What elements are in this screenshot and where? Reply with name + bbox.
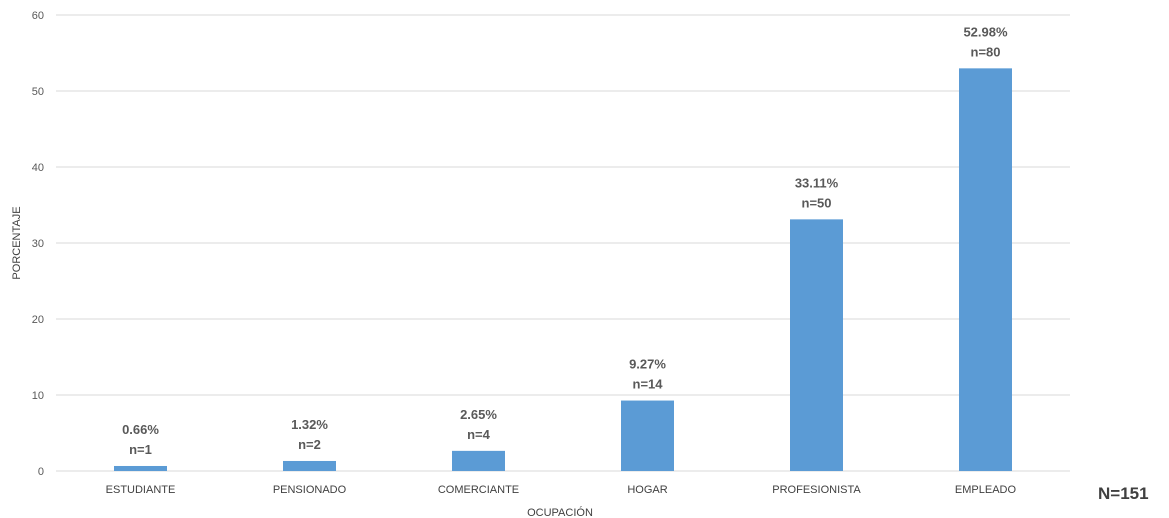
bar [283,460,336,471]
bar [114,465,167,471]
data-label-count: n=14 [633,377,664,392]
gridlines [56,14,1070,472]
x-axis-categories: ESTUDIANTE PENSIONADO COMERCIANTE HOGAR PROF… [106,484,1017,496]
y-tick-label: 30 [32,238,44,250]
bar [790,219,843,471]
data-label-count: n=2 [298,437,321,452]
y-tick-label: 60 [32,10,44,22]
data-label-count: n=50 [802,195,832,210]
y-axis-title: PORCENTAJE [11,206,23,279]
bar [959,68,1012,472]
y-tick-label: 0 [38,466,44,478]
data-label-percent: 52.98% [963,24,1008,39]
x-axis-title: OCUPACIÓN [527,506,593,518]
y-axis-ticks: 0 10 20 30 40 50 60 [32,10,44,478]
data-label-count: n=1 [129,442,152,457]
x-tick-label: COMERCIANTE [438,484,519,496]
x-tick-label: ESTUDIANTE [106,484,176,496]
x-tick-label: PENSIONADO [273,484,347,496]
bar [452,450,505,471]
x-tick-label: EMPLEADO [955,484,1017,496]
y-tick-label: 50 [32,86,44,98]
bars [114,68,1012,472]
data-label-percent: 33.11% [795,175,839,190]
data-label-percent: 0.66% [122,422,159,437]
total-count-label: N=151 [1098,484,1149,503]
x-tick-label: PROFESIONISTA [772,484,861,496]
data-label-percent: 2.65% [460,407,497,422]
data-label-percent: 9.27% [629,357,666,372]
y-tick-label: 20 [32,314,44,326]
bar [621,400,674,471]
data-label-percent: 1.32% [291,417,328,432]
y-tick-label: 10 [32,390,44,402]
x-tick-label: HOGAR [627,484,667,496]
data-label-count: n=80 [971,44,1001,59]
y-tick-label: 40 [32,162,44,174]
data-label-count: n=4 [467,427,491,442]
data-labels: 0.66% n=1 1.32% n=2 2.65% n=4 9.27% n=14 33.11% n… [122,24,1008,457]
